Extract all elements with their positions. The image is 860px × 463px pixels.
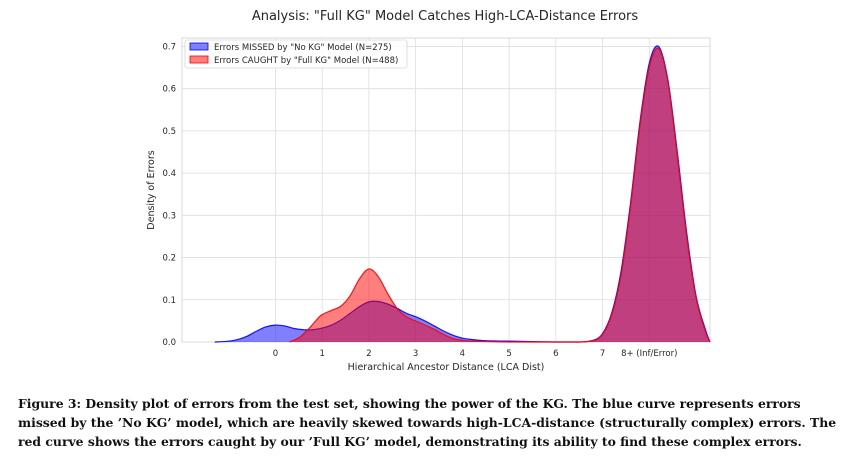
x-tick-label: 5 [506, 349, 511, 359]
y-tick-label: 0.2 [162, 254, 176, 264]
legend-frame [184, 39, 408, 69]
x-tick-label: 6 [553, 349, 558, 359]
legend-label-missed: Errors MISSED by "No KG" Model (N=275) [214, 43, 392, 53]
y-tick-label: 0.7 [162, 42, 176, 52]
series-area-missed-line [214, 45, 711, 343]
legend: Errors MISSED by "No KG" Model (N=275) E… [184, 39, 408, 69]
y-tick-label: 0.4 [162, 169, 176, 179]
y-tick-label: 0.3 [162, 211, 176, 221]
series-layer [214, 45, 711, 343]
legend-swatch-caught [189, 55, 209, 64]
y-tick-label: 0.6 [162, 85, 176, 95]
figure-caption: Figure 3: Density plot of errors from th… [18, 396, 837, 449]
y-tick-label: 0.1 [162, 296, 176, 306]
x-tick-label: 2 [366, 349, 371, 359]
legend-swatch-missed [189, 42, 209, 51]
x-tick-label: 0 [273, 349, 278, 359]
x-tick-label: 7 [600, 349, 605, 359]
y-axis-ticks: 0.0 0.1 0.2 0.3 0.4 0.5 0.6 0.7 [162, 42, 176, 348]
density-chart: Analysis: "Full KG" Model Catches High-L… [146, 9, 711, 373]
legend-label-caught: Errors CAUGHT by "Full KG" Model (N=488) [214, 56, 398, 66]
x-axis-ticks: 0 1 2 3 4 5 6 7 8+ (Inf/Error) [273, 349, 678, 359]
series-area-caught-fill [289, 48, 710, 342]
y-tick-label: 0.0 [162, 338, 176, 348]
y-tick-label: 0.5 [162, 127, 176, 137]
chart-title: Analysis: "Full KG" Model Catches High-L… [252, 9, 639, 24]
x-tick-label: 3 [413, 349, 418, 359]
series-area-caught-line [289, 47, 711, 343]
y-axis-label: Density of Errors [146, 150, 157, 229]
x-tick-label: 4 [460, 349, 465, 359]
x-tick-label: 8+ (Inf/Error) [621, 349, 677, 359]
x-axis-label: Hierarchical Ancestor Distance (LCA Dist… [348, 362, 545, 373]
x-tick-label: 1 [319, 349, 324, 359]
